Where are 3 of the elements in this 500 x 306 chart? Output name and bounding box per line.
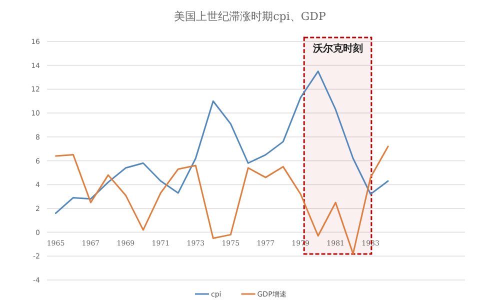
chart-title: 美国上世纪滞涨时期cpi、GDP bbox=[174, 10, 326, 23]
line-series bbox=[54, 70, 389, 214]
band-label: 沃尔克时刻 bbox=[312, 42, 363, 54]
